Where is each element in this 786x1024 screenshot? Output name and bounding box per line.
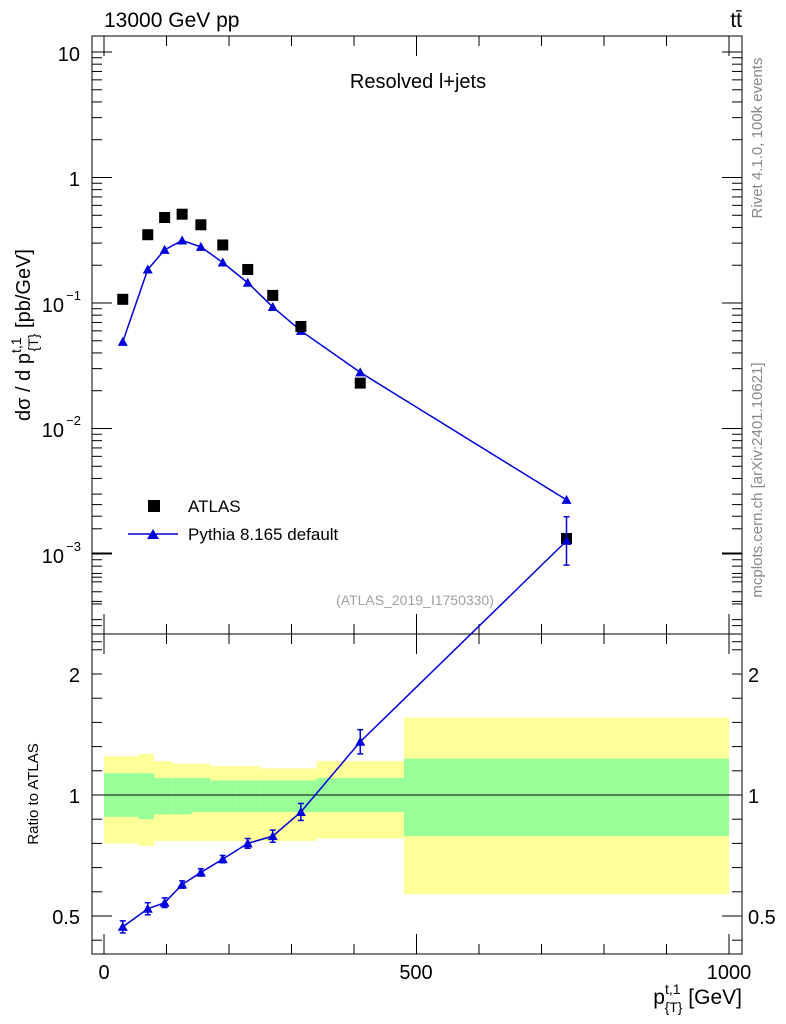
atlas-data-point (159, 212, 171, 224)
atlas-main-series (117, 208, 572, 544)
main-y-axis-label: dσ / d pt,1{T} [pb/GeV] (8, 249, 41, 421)
legend-pythia-marker (147, 529, 159, 539)
mcplots-label: mcplots.cern.ch [arXiv:2401.10621] (749, 362, 766, 597)
atlas-data-point (217, 239, 229, 251)
pythia-ratio-point (117, 921, 128, 931)
pythia-main-series (117, 235, 572, 504)
ytick-label-0.001: 10 (42, 546, 64, 568)
ytick-label-0.001-exp: −3 (66, 539, 81, 554)
pythia-main-point (355, 367, 366, 377)
atlas-data-point (267, 289, 279, 301)
pythia-ratio-point (159, 897, 170, 907)
ratio-uncertainty-bands (104, 717, 729, 895)
ratio-ytick-right-2: 2 (748, 665, 759, 687)
ratio-ytick-right-0.5: 0.5 (748, 907, 776, 929)
pythia-ratio-point (267, 831, 278, 841)
atlas-data-point (142, 229, 154, 241)
ratio-band-green (154, 778, 173, 815)
pythia-main-point (177, 235, 188, 245)
rivet-version-label: Rivet 4.1.0, 100k events (749, 58, 766, 219)
ratio-ytick-2: 2 (69, 665, 80, 687)
xtick-label-1000: 1000 (707, 962, 752, 984)
pythia-main-point (242, 277, 253, 287)
ratio-ytick-1: 1 (69, 786, 80, 808)
x-axis-label: pt,1 {T} [GeV] (653, 981, 742, 1015)
legend-atlas-label: ATLAS (188, 497, 241, 516)
ratio-band-green (210, 780, 236, 812)
plot-title: Resolved l+jets (350, 71, 486, 93)
atlas-data-point (354, 377, 366, 389)
ratio-ytick-right-1: 1 (748, 786, 759, 808)
pythia-main-point (142, 264, 153, 274)
pythia-main-point (117, 336, 128, 346)
atlas-data-point (117, 293, 129, 305)
legend-atlas-marker (148, 500, 160, 512)
legend-pythia-label: Pythia 8.165 default (188, 525, 339, 544)
pythia-main-point (267, 301, 278, 311)
ratio-band-green (172, 778, 192, 815)
pythia-main-point (195, 241, 206, 251)
pythia-main-point (561, 494, 572, 504)
atlas-data-point (195, 219, 207, 231)
pythia-ratio-point (561, 535, 572, 545)
ytick-label-1: 1 (69, 169, 80, 191)
ytick-label-10: 10 (58, 44, 80, 66)
ratio-y-axis-label: Ratio to ATLAS (25, 743, 42, 844)
pythia-ratio-point (177, 879, 188, 889)
pythia-ratio-point (142, 903, 153, 913)
pythia-ratio-series (117, 515, 572, 934)
atlas-data-point (242, 263, 254, 275)
x-tick-labels: 0 500 1000 (98, 962, 751, 984)
pythia-ratio-point (295, 806, 306, 816)
energy-label: 13000 GeV pp (104, 9, 239, 32)
main-plot-frame (91, 35, 743, 635)
analysis-label: (ATLAS_2019_I1750330) (336, 592, 494, 608)
ratio-band-green (235, 780, 261, 812)
pythia-main-point (159, 244, 170, 254)
ytick-label-0.1-exp: −1 (66, 288, 81, 303)
process-label: tt̄ (730, 9, 742, 32)
pythia-ratio-point (355, 736, 366, 746)
ytick-label-0.01: 10 (42, 420, 64, 442)
ytick-label-0.01-exp: −2 (66, 413, 81, 428)
ratio-band-green (404, 758, 729, 837)
pythia-ratio-point (217, 854, 228, 864)
pythia-ratio-point (242, 838, 253, 848)
main-y-tick-labels: 10 1 10 −1 10 −2 10 −3 (42, 44, 81, 568)
ratio-band-green (260, 780, 286, 812)
xtick-label-500: 500 (399, 962, 432, 984)
pythia-main-point (217, 257, 228, 267)
ratio-axis-ticks (92, 504, 742, 941)
ratio-y-tick-labels: 2 1 0.5 2 1 0.5 (52, 665, 776, 929)
pythia-ratio-point (195, 867, 206, 877)
main-axis-ticks (92, 51, 742, 643)
ratio-band-green (138, 773, 154, 820)
pythia-main-line (122, 239, 567, 501)
x-axis-ticks (103, 36, 730, 954)
atlas-data-point (176, 208, 188, 220)
atlas-data-point (295, 320, 307, 332)
ytick-label-0.1: 10 (42, 295, 64, 317)
ratio-ytick-0.5: 0.5 (52, 907, 80, 929)
legend: ATLAS Pythia 8.165 default (128, 497, 339, 544)
xtick-label-0: 0 (98, 962, 109, 984)
